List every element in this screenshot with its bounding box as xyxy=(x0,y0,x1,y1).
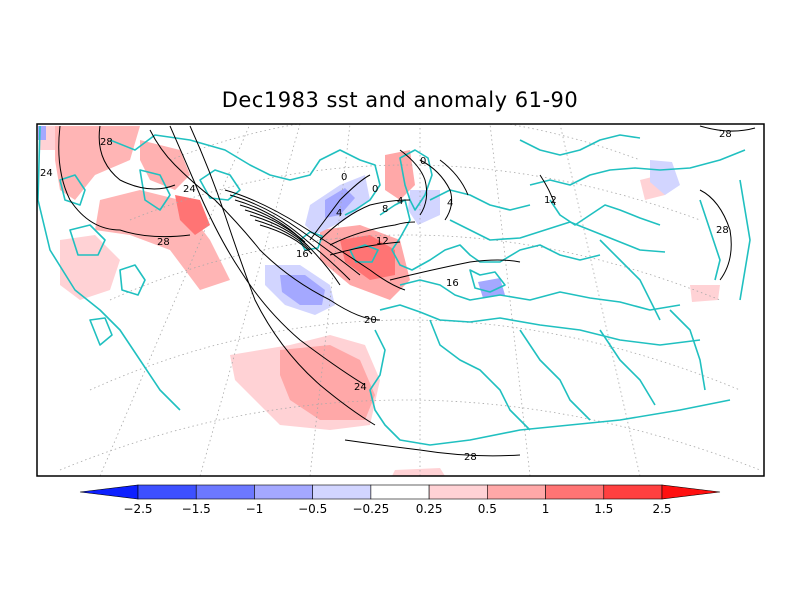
contour-label: 4 xyxy=(397,196,403,207)
contour-label: 12 xyxy=(544,195,557,206)
colorbar-swatch xyxy=(195,484,255,500)
colorbar-tick-label: 2.5 xyxy=(652,502,671,516)
contour-label: 24 xyxy=(183,184,196,195)
colorbar-swatch xyxy=(254,484,313,500)
colorbar-tick-label: −1 xyxy=(246,502,264,516)
contour-label: 28 xyxy=(100,137,113,148)
contour-label: 24 xyxy=(40,168,53,179)
contour-label: 0 xyxy=(341,172,347,183)
coastlines xyxy=(37,125,751,446)
colorbar-swatch xyxy=(603,484,663,500)
colorbar-tick-label: 1 xyxy=(542,502,550,516)
colorbar: −2.5 −1.5 −1 −0.5 −0.25 0.25 0.5 1 1.5 2.5 xyxy=(79,484,721,516)
contour-label: 24 xyxy=(354,382,367,393)
colorbar-arrow-low xyxy=(79,484,139,500)
contour-label: 0 xyxy=(372,184,378,195)
contour-label: 8 xyxy=(382,204,388,215)
colorbar-tick-label: −1.5 xyxy=(182,502,211,516)
colorbar-tick-label: −2.5 xyxy=(123,502,152,516)
contour-label: 28 xyxy=(464,452,477,463)
colorbar-tick-label: 1.5 xyxy=(594,502,613,516)
contour-label: 28 xyxy=(157,237,170,248)
contour-label: 16 xyxy=(296,249,309,260)
contour-label-group: 28 24 24 28 16 20 24 28 0 0 0 4 4 4 8 12… xyxy=(40,129,732,463)
map-frame xyxy=(36,123,765,477)
colorbar-swatch xyxy=(370,484,430,500)
contour-label: 16 xyxy=(446,278,459,289)
colorbar-swatch xyxy=(137,484,197,500)
contour-label: 4 xyxy=(447,198,453,209)
map-title: Dec1983 sst and anomaly 61-90 xyxy=(221,88,579,112)
colorbar-tick-label: −0.5 xyxy=(298,502,327,516)
contour-label: 20 xyxy=(364,315,377,326)
colorbar-swatch xyxy=(312,484,372,500)
colorbar-tick-label: −0.25 xyxy=(352,502,389,516)
colorbar-arrow-high xyxy=(661,484,721,500)
contour-label: 0 xyxy=(420,156,426,167)
sst-contours xyxy=(58,125,756,457)
contour-label: 4 xyxy=(336,208,342,219)
contour-label: 28 xyxy=(719,129,732,140)
colorbar-tick-label: 0.5 xyxy=(478,502,497,516)
colorbar-swatch xyxy=(545,484,605,500)
colorbar-swatch xyxy=(487,484,546,500)
contour-label: 28 xyxy=(716,225,729,236)
colorbar-swatch xyxy=(428,484,488,500)
colorbar-tick-label: 0.25 xyxy=(416,502,443,516)
contour-label: 12 xyxy=(376,236,389,247)
